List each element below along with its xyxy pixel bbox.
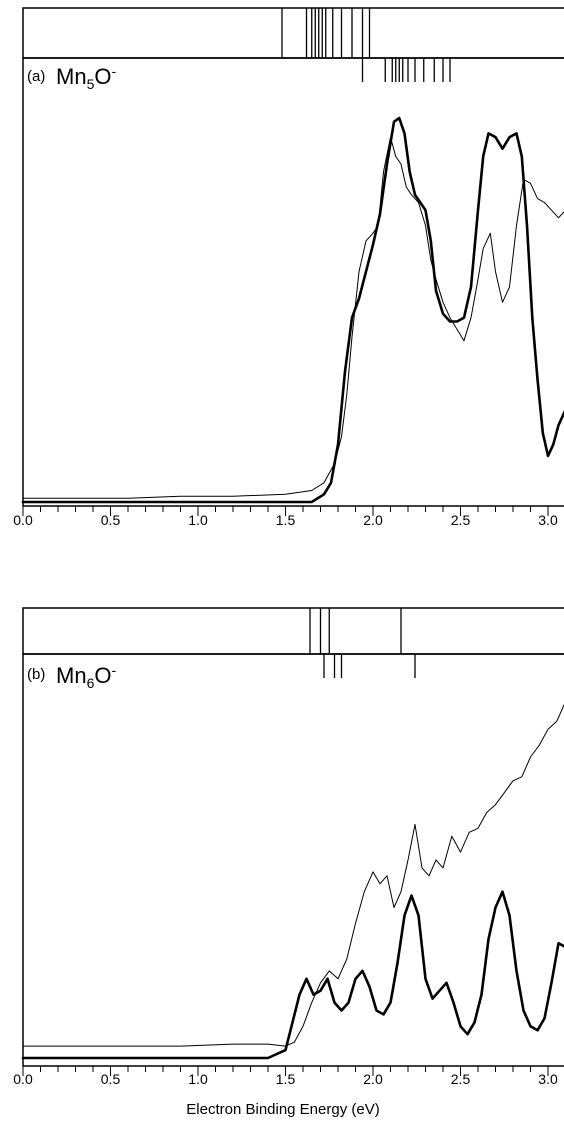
panel-a: 0.0 0.5 1.0 1.5 2.0 2.5 3.0 (a) Mn5O-: [13, 7, 564, 528]
panel-a-thin-spectrum-line: [22, 136, 564, 499]
panel-a-x-tick-label: 0.0: [13, 512, 33, 528]
panel-b-x-tick-labels: 0.0 0.5 1.0 1.5 2.0 2.5 3.0: [13, 1071, 558, 1087]
panel-b-thin-spectrum-line: [22, 703, 564, 1047]
panel-a-x-axis-ticks: [22, 506, 549, 516]
panel-b-x-tick-label: 1.0: [188, 1071, 208, 1087]
panel-b-x-tick-label: 0.5: [101, 1071, 121, 1087]
panel-a-upper-stick-marks: [281, 8, 371, 58]
panel-b-plot-frame: [22, 653, 564, 1067]
panel-a-lower-stick-marks: [361, 58, 451, 82]
panel-b-spectra: [21, 703, 564, 1060]
panel-b-thick-spectrum-line: [21, 890, 564, 1060]
panel-b-x-tick-label: 0.0: [13, 1071, 33, 1087]
panel-a-x-tick-label: 1.5: [276, 512, 296, 528]
panel-a-x-tick-label: 2.5: [451, 512, 471, 528]
panel-a-x-tick-label: 2.0: [363, 512, 383, 528]
x-axis-title: Electron Binding Energy (eV): [186, 1101, 379, 1118]
panel-a-x-tick-label: 1.0: [188, 512, 208, 528]
panel-b-x-tick-label: 1.5: [276, 1071, 296, 1087]
panel-a-species-label: Mn5O-: [56, 63, 116, 92]
panel-b-label: (b): [27, 666, 45, 683]
panel-b-x-tick-label: 3.0: [538, 1071, 558, 1087]
panel-a-spectra: [21, 116, 564, 504]
panel-b-species-label: Mn6O-: [56, 662, 116, 691]
panel-a-x-tick-label: 3.0: [538, 512, 558, 528]
panel-b-upper-stick-marks: [309, 608, 402, 654]
panel-b-x-tick-label: 2.5: [451, 1071, 471, 1087]
panel-a-stick-box: [22, 7, 564, 59]
panel-a-plot-frame: [22, 57, 564, 507]
panel-a-x-tick-label: 0.5: [101, 512, 121, 528]
panel-a-x-tick-labels: 0.0 0.5 1.0 1.5 2.0 2.5 3.0: [13, 512, 558, 528]
panel-b-x-tick-label: 2.0: [363, 1071, 383, 1087]
panel-a-thick-spectrum-line: [21, 116, 564, 504]
panel-b: 0.0 0.5 1.0 1.5 2.0 2.5 3.0 (b) Mn6O-: [13, 607, 564, 1087]
panel-a-label: (a): [27, 68, 45, 85]
panel-b-stick-box: [22, 607, 564, 655]
panel-b-x-axis-ticks: [22, 1066, 549, 1076]
panel-b-lower-stick-marks: [323, 654, 416, 678]
